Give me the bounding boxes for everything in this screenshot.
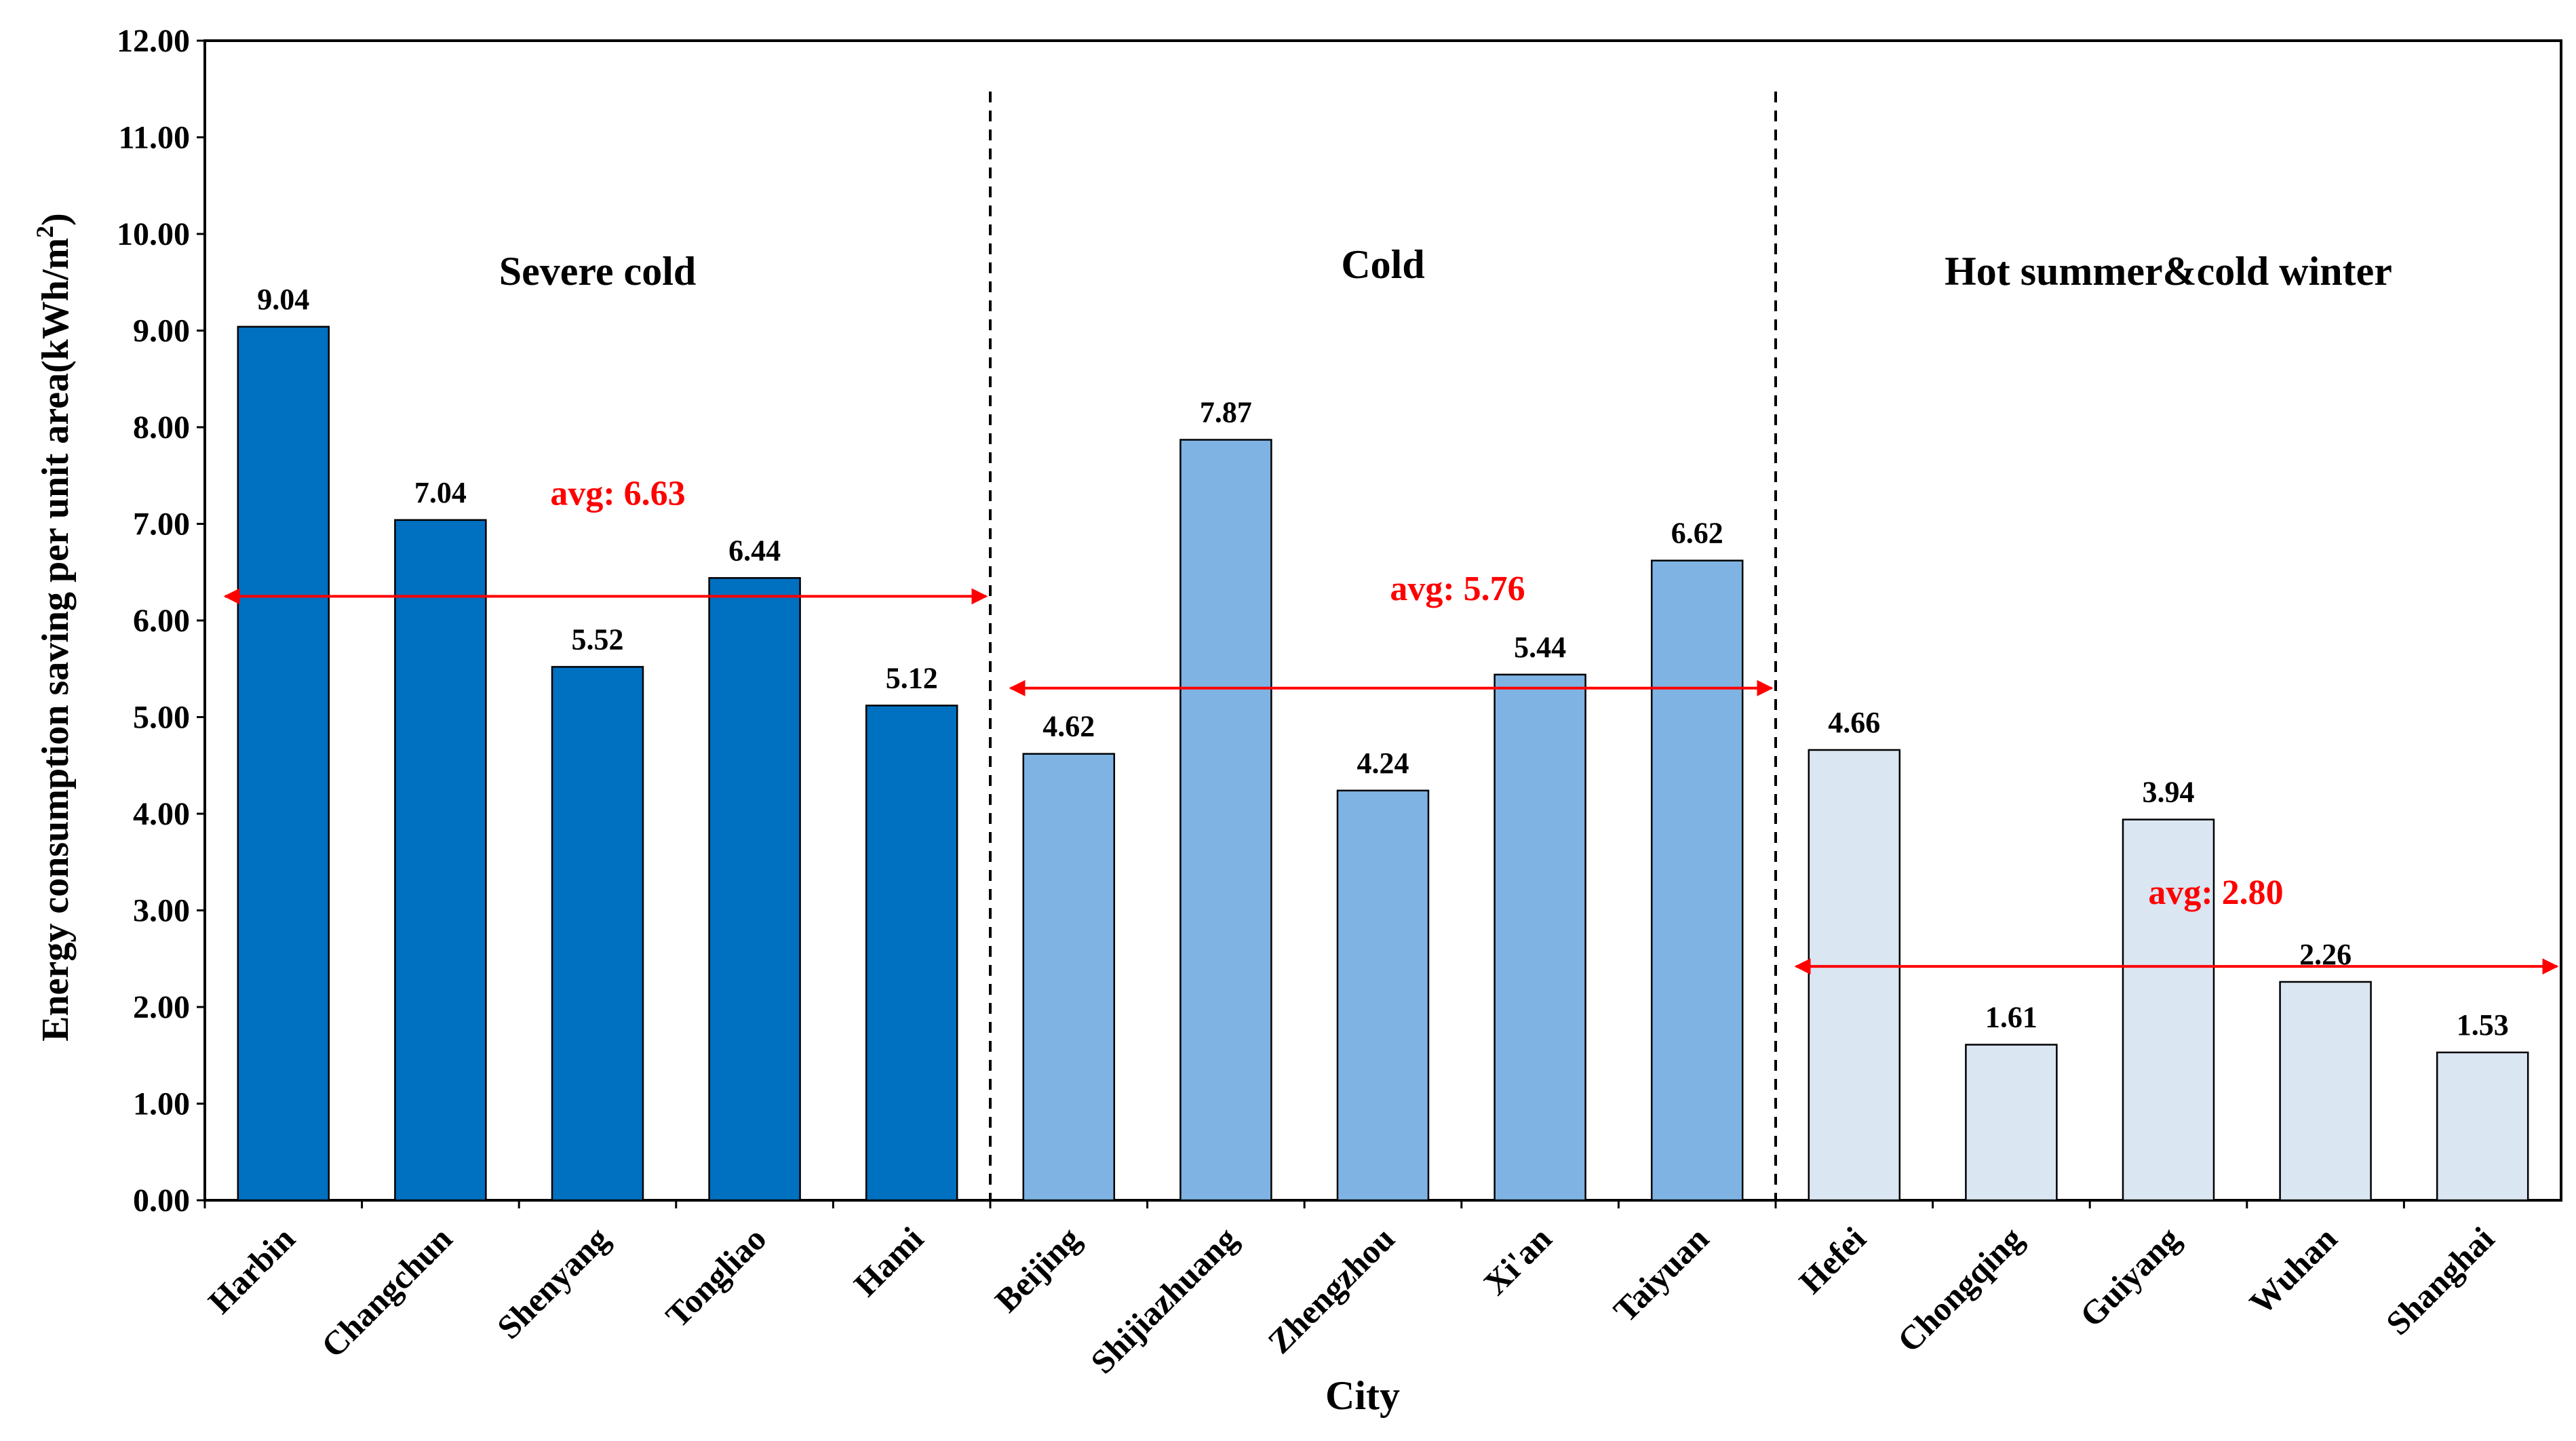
x-tick-label: Hami (846, 1219, 931, 1303)
bar-beijing (1022, 753, 1116, 1202)
bar-wuhan (2279, 981, 2372, 1202)
bar-chongqing (1965, 1044, 2058, 1202)
y-tick-label: 5.00 (133, 700, 190, 736)
avg-label: avg: 5.76 (1390, 570, 1525, 608)
bar-tongliao (708, 577, 801, 1202)
bar-zhengzhou (1336, 789, 1430, 1202)
x-tick-label: Guiyang (2072, 1219, 2187, 1334)
value-label: 7.04 (414, 476, 467, 509)
avg-label: avg: 2.80 (2148, 873, 2283, 912)
bar-xian (1494, 673, 1586, 1202)
y-tick-label: 10.00 (117, 216, 190, 252)
bar-changchun (394, 519, 487, 1202)
y-tick-label: 3.00 (133, 893, 190, 929)
y-tick-label: 6.00 (133, 603, 190, 639)
value-label: 6.62 (1671, 517, 1723, 550)
group-title: Severe cold (499, 249, 696, 294)
x-tick-label: Beijing (988, 1219, 1088, 1320)
x-tick-label: Zhengzhou (1260, 1219, 1402, 1361)
y-tick-label: 2.00 (133, 989, 190, 1025)
bar-shijiazhuang (1179, 439, 1272, 1202)
y-tick-label: 11.00 (119, 120, 190, 156)
y-tick-label: 1.00 (133, 1086, 190, 1122)
group-title: Hot summer&cold winter (1945, 249, 2392, 294)
y-tick-label: 7.00 (133, 507, 190, 542)
x-axis-title: City (1325, 1373, 1400, 1418)
x-tick-label: Shijiazhuang (1083, 1219, 1245, 1381)
x-tick-label: Chongqing (1890, 1219, 2031, 1360)
y-tick-label: 4.00 (133, 796, 190, 832)
y-tick-label: 12.00 (117, 23, 190, 59)
value-label: 5.12 (886, 661, 938, 694)
bar-guiyang (2122, 818, 2215, 1202)
bar-hefei (1808, 749, 1901, 1202)
value-label: 5.52 (572, 623, 624, 656)
x-tick-label: Wuhan (2242, 1219, 2344, 1322)
bar-taiyuan (1650, 559, 1744, 1202)
value-label: 5.44 (1514, 631, 1566, 664)
value-label: 4.62 (1042, 710, 1095, 743)
x-tick-label: Shenyang (490, 1219, 617, 1346)
avg-label: avg: 6.63 (550, 474, 685, 513)
value-label: 2.26 (2299, 938, 2351, 971)
x-tick-label: Xi'an (1476, 1219, 1559, 1302)
x-tick-label: Changchun (314, 1219, 460, 1365)
value-label: 9.04 (257, 283, 309, 316)
value-label: 1.53 (2457, 1008, 2509, 1042)
bar-harbin (237, 325, 330, 1202)
value-label: 4.24 (1357, 747, 1409, 780)
value-label: 6.44 (728, 534, 781, 567)
value-label: 1.61 (1985, 1001, 2037, 1034)
y-axis-title: Energy consumption saving per unit area(… (31, 213, 77, 1042)
y-tick-label: 8.00 (133, 410, 190, 446)
value-label: 4.66 (1828, 706, 1880, 739)
bar-shenyang (551, 666, 644, 1202)
value-label: 3.94 (2143, 776, 2195, 809)
x-tick-label: Tongliao (658, 1219, 773, 1335)
group-title: Cold (1341, 242, 1424, 287)
x-tick-label: Taiyuan (1606, 1219, 1716, 1329)
value-label: 7.87 (1200, 396, 1252, 429)
bar-shanghai (2436, 1051, 2529, 1202)
bar-hami (865, 705, 958, 1202)
x-tick-label: Shanghai (2379, 1219, 2501, 1342)
x-tick-label: Harbin (201, 1219, 303, 1321)
y-tick-label: 0.00 (133, 1183, 190, 1219)
x-tick-label: Hefei (1791, 1219, 1873, 1301)
y-tick-label: 9.00 (133, 313, 190, 349)
